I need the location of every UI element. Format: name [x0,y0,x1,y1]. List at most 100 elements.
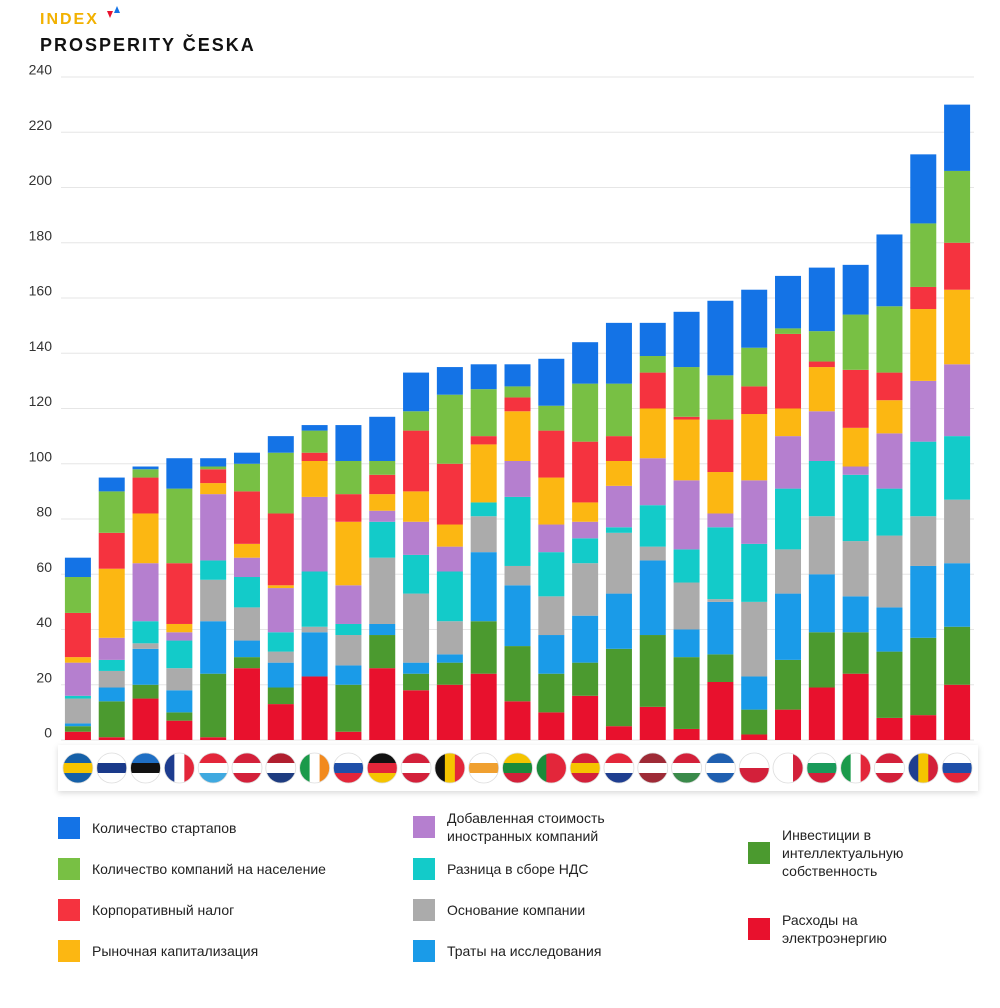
bar-segment [403,662,430,674]
bar-segment [335,635,362,666]
bar-segment [876,372,903,401]
bar-segment [775,436,802,489]
flag-stripe [265,753,296,764]
bar-segment [233,557,260,578]
flag-border [874,752,905,784]
bar-segment [470,516,497,553]
bar-segment [436,463,463,525]
legend-item: Рыночная капитализация [58,940,378,962]
bar-segment [673,419,700,481]
bar-segment [436,546,463,572]
bar-segment [876,400,903,434]
bar-segment [808,367,835,412]
flag-stripe [603,773,634,783]
flag-stripe [265,763,296,774]
flag-stripe [773,753,784,783]
flag-border [163,752,195,784]
bar-segment [267,687,294,705]
legend-item: Разница в сборе НДС [413,858,633,880]
bar-segment [98,532,125,569]
bar-segment [470,364,497,390]
bar-segment [639,560,666,636]
flag [502,753,533,783]
flag-stripe [502,753,533,764]
legend-label: Количество стартапов [92,820,237,836]
legend-label: Инвестиции в интеллектуальную собственно… [782,827,904,879]
bar-segment [233,657,260,669]
flag-stripe [502,773,533,783]
flag-stripe [130,763,161,774]
bar-segment [538,358,565,406]
bar-segment [876,651,903,718]
bar-segment [876,306,903,373]
bar-segment [233,543,260,558]
bar-segment [910,380,937,442]
bar-segment [842,466,869,475]
bar-segment [673,728,700,740]
bar-segment [639,546,666,561]
legend-item: Инвестиции в интеллектуальную собственно… [748,826,903,880]
bar-segment [741,709,768,735]
bar-segment [166,458,193,489]
bar-segment [301,460,328,497]
flag-border [197,752,229,784]
bar-segment [200,469,227,484]
flag-stripe [705,763,736,774]
legend-swatch [58,858,80,880]
bar-segment [369,416,396,461]
bar-segment [335,460,362,495]
flag [434,753,465,783]
y-tick-label: 200 [29,172,53,188]
bar-segment [944,626,971,685]
bar-segment [876,535,903,608]
bar-segment [267,632,294,652]
bar-segment [166,690,193,713]
flag-border [704,752,736,784]
flag-stripe [444,753,456,783]
bar-segment [403,593,430,663]
flag-stripe [637,773,668,783]
bar-segment [639,408,666,459]
flag-stripe [637,753,668,764]
bar-segment [842,596,869,633]
bar-segment [707,513,734,528]
flag-stripe [603,753,634,764]
flag [536,753,567,783]
bar-segment [538,477,565,525]
bar-segment [64,577,91,613]
bar-segment [572,383,599,442]
flag-border [130,752,161,784]
flag-border [366,752,398,784]
bar-segment [775,709,802,740]
flag-stripe [806,773,837,783]
bar-segment [876,433,903,489]
bar-segment [775,549,802,594]
legend-label: Расходы на электроэнергию [782,912,887,946]
bar-segment [470,502,497,517]
bar-segment [267,452,294,514]
legend-swatch [748,918,770,940]
bar-segment [775,659,802,710]
flag [705,753,736,783]
bar-segment [369,474,396,495]
y-tick-label: 60 [36,559,52,575]
bar-segment [267,651,294,663]
bar-segment [166,712,193,721]
flag-border [772,752,804,784]
flag [401,753,432,783]
legend-item: Количество компаний на население [58,858,378,880]
bar-segment [639,356,666,373]
bar-segment [200,466,227,470]
flag-stripe [850,753,862,783]
bar-segment [403,372,430,412]
bar-segment [673,657,700,729]
flag-stripe [705,753,736,764]
flag-stripe [130,773,161,783]
bar-segment [436,367,463,395]
flag [198,753,229,783]
bar-segment [741,386,768,415]
flag-stripe [231,753,262,764]
bar-segment [842,264,869,315]
bar-segment [605,648,632,727]
